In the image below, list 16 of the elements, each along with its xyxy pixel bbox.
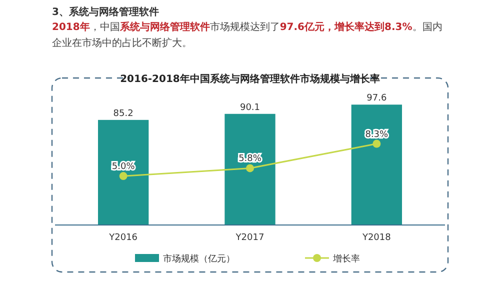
data-label: 97.6	[366, 94, 387, 104]
legend-label: 增长率	[332, 254, 360, 264]
chart-title: 2016-2018年中国系统与网络管理软件市场规模与增长率	[120, 73, 380, 85]
legend-label: 市场规模（亿元）	[163, 254, 235, 264]
heading: 3、系统与网络管理软件	[52, 6, 159, 19]
data-label: 5.0%	[112, 162, 136, 172]
x-tick-label: Y2017	[234, 233, 264, 243]
intro: 2018年，中国系统与网络管理软件市场规模达到了97.6亿元，增长率达到8.3%。国内企业在市场中的占比不断扩大。	[52, 20, 444, 51]
legend-item: 增长率	[305, 254, 360, 264]
data-label: 85.2	[113, 108, 134, 119]
data-label: 8.3%	[365, 130, 389, 140]
data-label: 5.8%	[238, 154, 262, 164]
x-tick-label: Y2018	[361, 233, 392, 243]
data-label: 90.1	[240, 102, 260, 113]
legend-item: 市场规模（亿元）	[135, 254, 235, 264]
x-tick-label: Y2016	[108, 233, 138, 243]
